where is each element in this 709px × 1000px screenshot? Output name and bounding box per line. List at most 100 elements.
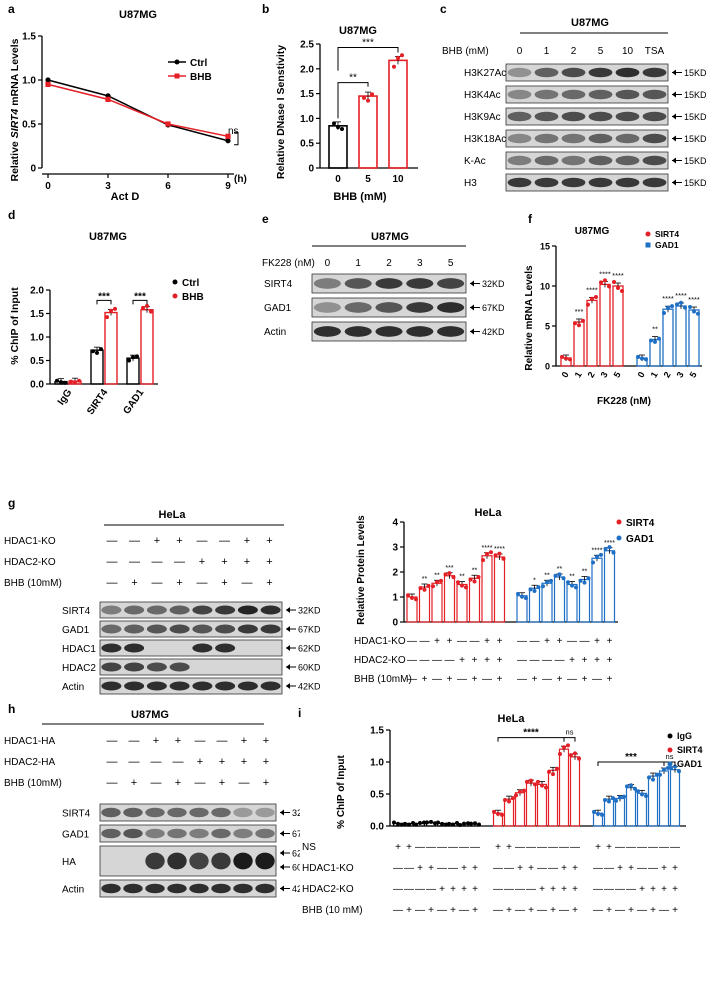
panel-h-mark: — [239, 777, 250, 789]
panel-g-dot [431, 584, 435, 589]
panel-d-dot [145, 303, 149, 308]
panel-g-dot [586, 576, 591, 581]
panel-i-mark: — [559, 905, 569, 916]
panel-g-band [215, 624, 236, 634]
panel-h-band [255, 828, 275, 839]
panel-g-band [146, 624, 167, 634]
panel-i-mark: — [604, 863, 614, 874]
panel-i-mark: — [537, 842, 547, 853]
panel-f-bar [599, 283, 611, 367]
panel-b-dot [370, 92, 374, 97]
panel-a-point [225, 133, 231, 139]
panel-g-band [101, 624, 122, 634]
panel-g-sig: ** [582, 569, 588, 576]
panel-i-mark-label: BHB (10 mM) [302, 905, 363, 916]
panel-g-band [169, 662, 190, 672]
panel-i-title: HeLa [498, 713, 526, 725]
panel-f-dot [675, 302, 679, 307]
panel-g-band [124, 605, 145, 615]
panel-g-membrane [99, 658, 283, 676]
panel-c-cond: 5 [598, 46, 604, 57]
panel-d-xtick: GAD1 [122, 387, 147, 416]
panel-h-mark: — [173, 756, 184, 768]
panel-i-mark: — [548, 863, 558, 874]
panel-h-band [145, 852, 165, 870]
panel-i-mark: + [550, 905, 556, 916]
panel-i-legend-igg: IgG [677, 731, 692, 741]
panel-g-dot [439, 578, 443, 583]
panel-i-dot [433, 821, 437, 826]
panel-g-dot [485, 552, 489, 557]
panel-a-line-bhb [47, 83, 229, 138]
panel-d-ytick: 2.0 [30, 286, 44, 297]
panel-i-mark: — [659, 842, 669, 853]
panel-g-bar [528, 587, 541, 623]
panel-g-band [192, 624, 213, 634]
panel-i-mark: — [604, 884, 614, 895]
panel-g-sig: ** [569, 574, 575, 581]
panel-g-sig: **** [592, 547, 603, 554]
panel-g-title: HeLa [159, 509, 187, 521]
panel-f-xtick: 0 [636, 370, 647, 379]
panel-g-chart-mark: + [497, 655, 503, 666]
panel-g-dot [566, 580, 570, 585]
panel-g-chart-mark: + [532, 674, 538, 685]
panel-g-mark-label: HDAC1-KO [4, 536, 56, 547]
panel-g-dot [570, 583, 574, 588]
panel-d-sig: *** [98, 291, 110, 302]
kd-label: 15KD [684, 90, 707, 100]
panel-c-band [642, 111, 667, 122]
panel-i-mark: — [548, 842, 558, 853]
panel-i-dot [625, 784, 629, 789]
panel-d-dot [59, 380, 63, 385]
panel-i-mark: — [415, 884, 425, 895]
panel-g-dot [553, 573, 558, 578]
panel-g-dot [557, 572, 562, 577]
panel-a-point [45, 77, 51, 83]
panel-e-row-label: Actin [264, 327, 286, 338]
panel-g-chart-mark: — [567, 636, 577, 647]
panel-h-band [167, 828, 187, 839]
panel-e-band [344, 278, 372, 289]
panel-g-band [101, 643, 122, 653]
panel-i-mark: — [626, 842, 636, 853]
panel-f-ytick: 0 [545, 362, 550, 372]
panel-letter-a: a [8, 2, 15, 16]
panel-f-dot [594, 294, 598, 299]
panel-g-bar [591, 557, 603, 623]
panel-g-mark: — [219, 535, 230, 547]
panel-b-ytick: 0.5 [300, 139, 314, 150]
panel-i-bar [669, 769, 681, 827]
panel-f-legend-gad1: GAD1 [655, 240, 679, 250]
panel-a-xunit: (h) [234, 174, 247, 185]
panel-i-dot [611, 796, 615, 801]
panel-c-row-label: H3K9Ac [464, 112, 501, 123]
panel-c-band [561, 133, 586, 144]
panel-g-bar [553, 576, 566, 623]
panel-h-band [189, 883, 209, 894]
panel-c-cond: TSA [645, 46, 665, 57]
panel-i-mark: + [661, 884, 667, 895]
panel-g-mark: + [199, 556, 205, 568]
panel-i-mark: + [461, 863, 467, 874]
panel-e-blot: U87MG FK228 (nM) 0 1 2 3 5 SIRT4 32KD GAD1 67KD… [258, 206, 528, 346]
panel-f-xlabel: FK228 (nM) [597, 396, 651, 407]
panel-b-xtick: 10 [392, 174, 404, 185]
panel-h-membrane [99, 803, 277, 822]
panel-h-band [255, 807, 275, 818]
panel-i-mark-label: HDAC2-KO [302, 884, 354, 895]
panel-a-xtick: 6 [165, 181, 171, 192]
panel-h-row-label: Actin [62, 885, 84, 896]
panel-d-dot [141, 305, 145, 310]
panel-g-chart-mark: + [447, 636, 453, 647]
panel-g-chart-mark: + [484, 655, 490, 666]
panel-d-ylabel: % ChIP of Input [9, 287, 21, 365]
panel-b-ytick: 2.5 [300, 40, 314, 51]
panel-f-sig: ** [652, 325, 658, 334]
kd-label: 42KD [298, 682, 321, 692]
panel-c-cond: 10 [622, 46, 634, 57]
panel-i-mark: — [437, 863, 447, 874]
panel-g-band [237, 624, 258, 634]
legend-bhb-marker [174, 73, 180, 79]
panel-b-ytick: 1.5 [300, 89, 314, 100]
